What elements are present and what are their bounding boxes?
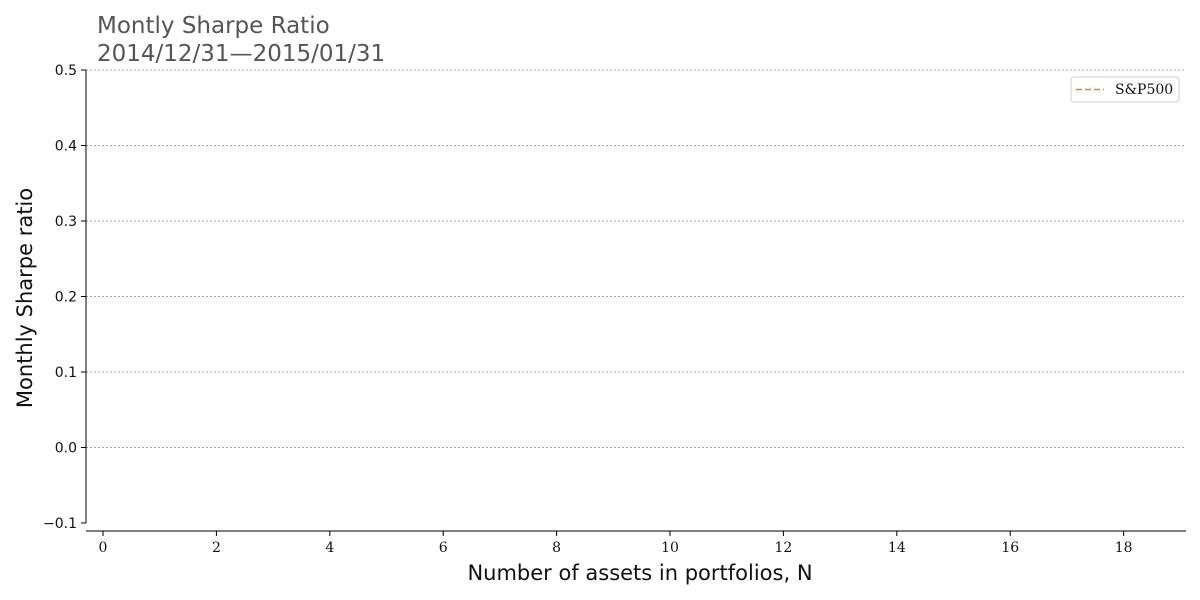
- x-axis-ticks: 0 2 4 6 8 10 12 14 16 18: [99, 531, 1133, 556]
- ytick-label-5: 0.4: [55, 139, 77, 155]
- xtick-label-8: 16: [1001, 540, 1019, 556]
- xtick-label-1: 2: [212, 540, 221, 556]
- ytick-label-6: 0.5: [55, 63, 77, 79]
- chart-subtitle: 2014/12/31—2015/01/31: [97, 41, 385, 67]
- xtick-label-9: 18: [1115, 540, 1133, 556]
- gridlines: [86, 69, 1186, 448]
- xtick-label-3: 6: [439, 540, 448, 556]
- xtick-label-2: 4: [325, 540, 334, 556]
- xtick-label-4: 8: [552, 540, 561, 556]
- legend-box: [1070, 76, 1180, 103]
- xtick-label-5: 10: [661, 540, 679, 556]
- ytick-label-4: 0.3: [55, 214, 77, 230]
- x-axis-label: Number of assets in portfolios, N: [467, 561, 812, 585]
- ytick-label-1: 0.0: [55, 441, 77, 457]
- legend-label-sp500: S&P500: [1115, 82, 1173, 98]
- y-axis-label: Monthly Sharpe ratio: [13, 188, 37, 408]
- chart-title: Montly Sharpe Ratio: [97, 13, 330, 39]
- ytick-label-2: 0.1: [55, 365, 77, 381]
- xtick-label-0: 0: [99, 540, 108, 556]
- xtick-label-6: 12: [775, 540, 793, 556]
- ytick-label-0: −0.1: [43, 516, 77, 532]
- xtick-label-7: 14: [888, 540, 906, 556]
- y-axis-ticks: −0.1 0.0 0.1 0.2 0.3 0.4 0.5: [43, 63, 86, 532]
- ytick-label-3: 0.2: [55, 290, 77, 306]
- legend: S&P500: [1070, 76, 1180, 103]
